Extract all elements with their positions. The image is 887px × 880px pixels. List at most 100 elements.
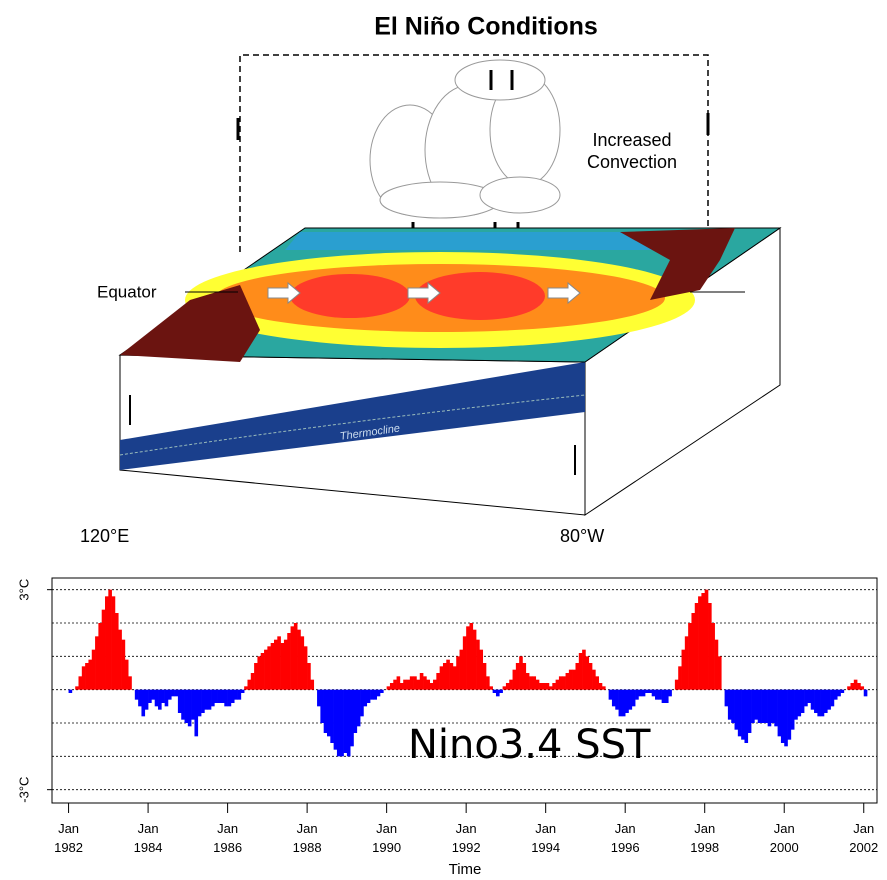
bar [685,636,689,689]
chart-title: Nino3.4 SST [408,722,651,768]
bar [407,680,411,690]
bar [234,690,238,700]
bar [171,690,175,697]
bar [526,673,530,690]
bar [277,636,281,689]
bar [463,636,467,689]
x-tick-label: Jan2000 [770,821,799,855]
bar [413,676,417,689]
bar [629,690,633,710]
longitude-label: 120°E [80,526,129,546]
bar [453,666,457,689]
bar [320,690,324,723]
bar [559,676,563,689]
convection-label: Increased [592,130,671,150]
bar [489,686,493,689]
bar [334,690,338,750]
bar [410,676,414,689]
bar [506,683,510,690]
bar [95,636,99,689]
bar [327,690,331,737]
bar [450,663,454,690]
bar [857,683,861,690]
bar [264,650,268,690]
bar [632,690,636,707]
bar [549,686,553,689]
bar [794,690,798,720]
bar [347,690,351,757]
figure: El Niño Conditions Increased Convection … [0,0,887,880]
bar [691,613,695,690]
bar [834,690,838,700]
bar [552,683,556,690]
bar [682,650,686,690]
bar [125,660,129,690]
bar [344,690,348,753]
bar [735,690,739,730]
bar [615,690,619,710]
bar [108,590,112,690]
bar [788,690,792,740]
bar [784,690,788,747]
bar [522,663,526,690]
x-tick-label: Jan1998 [690,821,719,855]
bar [841,690,845,693]
bar [148,690,152,703]
bar [267,646,271,689]
bar [536,680,540,690]
bar [635,690,639,700]
bar [503,686,507,689]
x-tick-label: Jan2002 [849,821,878,855]
x-tick-label: Jan1996 [611,821,640,855]
bar [469,623,473,690]
bar [175,690,179,697]
bar [556,680,560,690]
bar [244,686,248,689]
bar [161,690,165,703]
bar [354,690,358,733]
bar [377,690,381,697]
bar [281,643,285,690]
bar [678,666,682,689]
bar [201,690,205,713]
bar [708,603,712,690]
bar [373,690,377,700]
y-tick-label: 3°C [16,579,31,601]
bar [261,653,265,690]
bar [655,690,659,700]
bar [811,690,815,710]
bar [566,673,570,690]
x-tick-label-line: 1984 [134,840,163,855]
bar [188,690,192,727]
bar [542,683,546,690]
bar [158,690,162,710]
bar [287,633,291,690]
bar [572,670,576,690]
bar [393,680,397,690]
bar [118,630,122,690]
bar [701,593,705,690]
bar [648,690,652,693]
bar [251,673,255,690]
sst-red [290,274,410,318]
bar [473,630,477,690]
bar [516,663,520,690]
x-tick-label: Jan1986 [213,821,242,855]
bar [456,656,460,689]
bar [499,690,503,693]
bar [652,690,656,697]
bar [638,690,642,697]
bar [198,690,202,717]
bar [274,640,278,690]
bar [483,663,487,690]
bar [731,690,735,723]
bar [247,680,251,690]
bar [340,690,344,757]
bar [185,690,189,723]
x-tick-label-line: 1988 [293,840,322,855]
bar [539,683,543,690]
bar [400,683,404,690]
bar [122,640,126,690]
bar [194,690,198,737]
bar [155,690,159,707]
